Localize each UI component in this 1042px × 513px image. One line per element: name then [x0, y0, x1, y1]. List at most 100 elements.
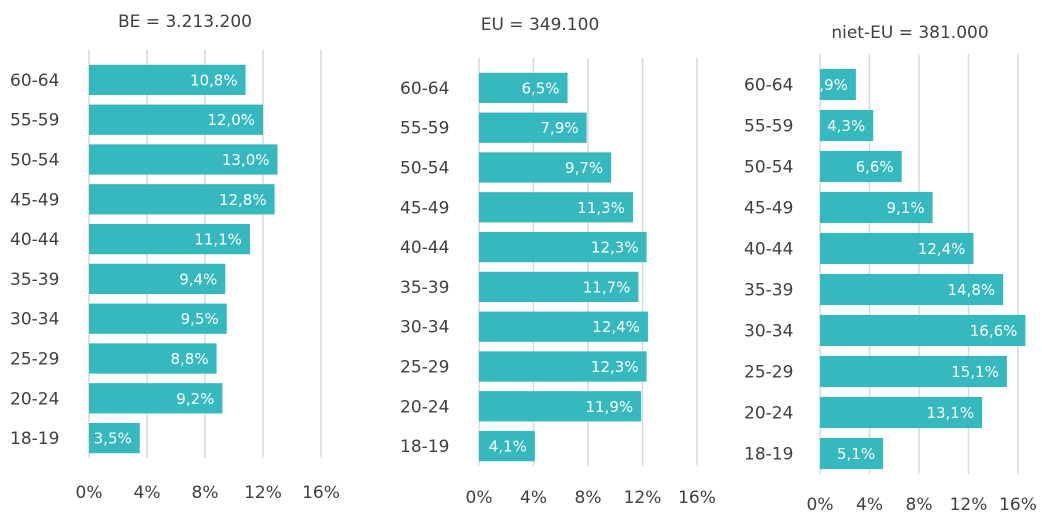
bar — [820, 232, 974, 265]
y-tick-label: 20-24 — [744, 404, 793, 424]
value-label: 16,6% — [970, 322, 1018, 340]
bar — [479, 72, 568, 104]
bar — [479, 271, 639, 303]
bar — [89, 184, 275, 215]
y-tick-label: 20-24 — [10, 389, 59, 409]
bar — [89, 263, 226, 295]
y-tick-label: 60-64 — [400, 79, 449, 99]
value-label: 4,3% — [827, 117, 865, 135]
value-label: 6,6% — [856, 158, 894, 176]
x-tick-label: 0% — [466, 488, 493, 508]
bar — [820, 150, 902, 183]
y-tick-label: 45-49 — [10, 190, 59, 210]
x-tick-label: 16% — [678, 488, 716, 508]
bar — [479, 311, 648, 342]
bar — [820, 314, 1026, 347]
x-tick-label: 8% — [192, 483, 219, 503]
y-tick-label: 60-64 — [744, 76, 793, 96]
x-tick-label: 16% — [999, 495, 1037, 513]
bar — [89, 343, 217, 374]
value-label: 12,4% — [918, 240, 966, 258]
bar — [820, 68, 856, 101]
value-label: 9,5% — [181, 310, 219, 328]
value-label: 11,9% — [585, 398, 633, 416]
bar — [479, 112, 587, 143]
value-label: 4,1% — [489, 438, 527, 456]
value-label: 7,9% — [541, 119, 579, 137]
value-label: 13,1% — [926, 404, 974, 422]
value-label: 12,8% — [219, 191, 267, 209]
x-tick-label: 16% — [302, 483, 340, 503]
y-tick-label: 35-39 — [744, 281, 793, 301]
y-tick-label: 25-29 — [10, 350, 59, 370]
bar — [820, 355, 1007, 388]
bar — [820, 396, 983, 429]
bar — [89, 223, 250, 255]
y-tick-label: 25-29 — [400, 358, 449, 378]
bar — [479, 231, 647, 263]
y-tick-label: 55-59 — [10, 111, 59, 131]
bar — [479, 430, 535, 462]
value-label: 15,1% — [951, 363, 999, 381]
x-tick-label: 12% — [244, 483, 282, 503]
value-label: 6,5% — [521, 79, 559, 97]
y-tick-label: 50-54 — [400, 159, 449, 179]
y-tick-label: 30-34 — [744, 322, 793, 342]
bar — [89, 422, 140, 454]
chart-title: EU = 349.100 — [481, 15, 600, 35]
x-tick-label: 8% — [906, 495, 933, 513]
value-label: 11,7% — [583, 278, 631, 296]
y-tick-label: 55-59 — [400, 119, 449, 139]
x-tick-label: 0% — [76, 483, 103, 503]
value-label: 14,8% — [947, 281, 995, 299]
y-tick-label: 18-19 — [10, 429, 59, 449]
y-tick-label: 30-34 — [10, 310, 59, 330]
value-label: 12,3% — [591, 239, 639, 257]
x-tick-label: 8% — [575, 488, 602, 508]
bar — [820, 273, 1004, 306]
y-tick-label: 55-59 — [744, 117, 793, 137]
y-tick-label: 50-54 — [744, 158, 793, 178]
value-label: 8,8% — [170, 350, 208, 368]
bar — [89, 104, 263, 135]
y-tick-label: 40-44 — [400, 238, 449, 258]
x-tick-label: 0% — [807, 495, 834, 513]
x-tick-label: 12% — [950, 495, 988, 513]
bar — [820, 109, 874, 142]
bar — [89, 303, 227, 334]
x-tick-label: 4% — [856, 495, 883, 513]
bar — [89, 144, 278, 175]
bar — [479, 152, 612, 183]
value-label: 12,4% — [592, 318, 640, 336]
value-label: 5,1% — [837, 445, 875, 463]
y-tick-label: 35-39 — [10, 270, 59, 290]
value-label: 11,1% — [194, 231, 242, 249]
value-label: 3,5% — [94, 430, 132, 448]
bar — [820, 191, 933, 224]
y-tick-label: 20-24 — [400, 397, 449, 417]
y-tick-label: 18-19 — [744, 445, 793, 465]
y-tick-label: 35-39 — [400, 278, 449, 298]
y-tick-label: 40-44 — [744, 240, 793, 260]
value-label: 10,8% — [190, 71, 238, 89]
bar — [89, 383, 223, 414]
value-label: 13,0% — [222, 151, 270, 169]
value-label: 9,2% — [176, 390, 214, 408]
x-tick-label: 12% — [624, 488, 662, 508]
y-tick-label: 30-34 — [400, 318, 449, 338]
value-label: 12,0% — [207, 111, 255, 129]
bar — [89, 64, 246, 96]
x-tick-label: 4% — [520, 488, 547, 508]
y-tick-label: 45-49 — [400, 198, 449, 218]
y-tick-label: 25-29 — [744, 363, 793, 383]
y-tick-label: 45-49 — [744, 199, 793, 219]
y-tick-label: 60-64 — [10, 71, 59, 91]
chart-title: niet-EU = 381.000 — [831, 23, 988, 43]
value-label: 9,7% — [565, 159, 603, 177]
chart-title: BE = 3.213.200 — [118, 12, 252, 32]
x-tick-label: 4% — [134, 483, 161, 503]
y-tick-label: 18-19 — [400, 437, 449, 457]
value-label: 9,4% — [179, 270, 217, 288]
bar — [479, 192, 633, 223]
